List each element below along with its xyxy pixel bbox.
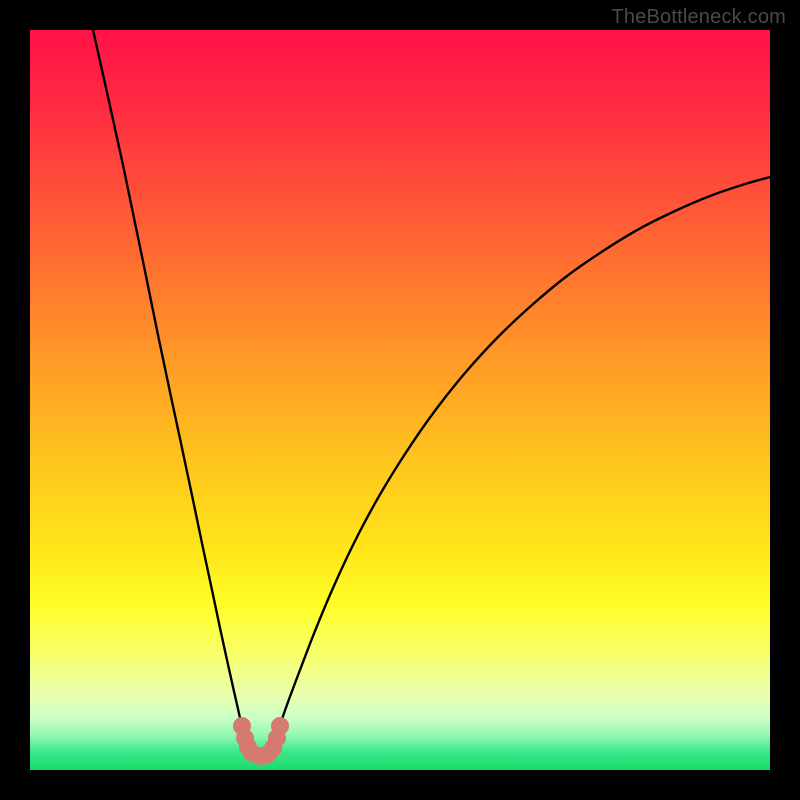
curve-right: [275, 177, 770, 740]
chart-plot-area: [30, 30, 770, 770]
curve-left: [93, 30, 245, 740]
watermark-text: TheBottleneck.com: [611, 6, 786, 29]
chart-curves: [30, 30, 770, 770]
chart-marker: [271, 717, 289, 735]
